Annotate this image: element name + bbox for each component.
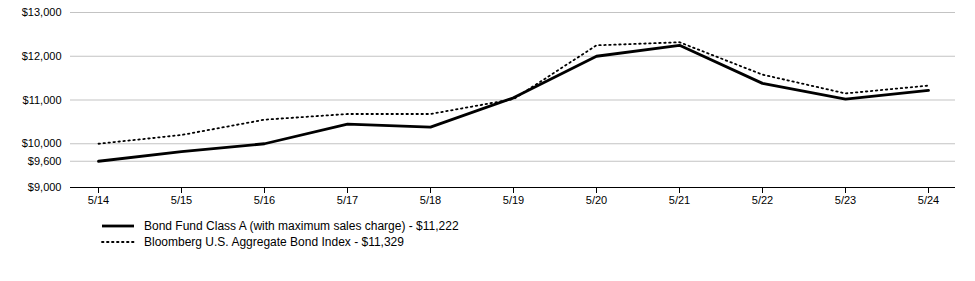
svg-text:5/24: 5/24: [918, 194, 939, 206]
svg-text:$13,000: $13,000: [22, 6, 62, 18]
svg-text:5/17: 5/17: [337, 194, 358, 206]
svg-text:5/22: 5/22: [752, 194, 773, 206]
svg-text:5/18: 5/18: [420, 194, 441, 206]
svg-text:5/15: 5/15: [171, 194, 192, 206]
svg-text:5/21: 5/21: [669, 194, 690, 206]
svg-text:5/16: 5/16: [254, 194, 275, 206]
svg-text:$11,000: $11,000: [23, 94, 62, 106]
svg-text:$9,600: $9,600: [28, 155, 62, 167]
html-text:Bloomberg U.S. Aggregate Bond: Bloomberg U.S. Aggregate Bond Index - $1…: [144, 235, 404, 249]
svg-text:5/20: 5/20: [586, 194, 607, 206]
svg-text:$10,000: $10,000: [22, 137, 62, 149]
svg-text:5/19: 5/19: [503, 194, 524, 206]
html-text:Bond Fund Class A (with maximu: Bond Fund Class A (with maximum sales ch…: [144, 219, 459, 233]
svg-text:5/14: 5/14: [88, 194, 109, 206]
svg-text:$12,000: $12,000: [22, 50, 62, 62]
svg-text:5/23: 5/23: [835, 194, 856, 206]
svg-text:$9,000: $9,000: [28, 181, 62, 193]
